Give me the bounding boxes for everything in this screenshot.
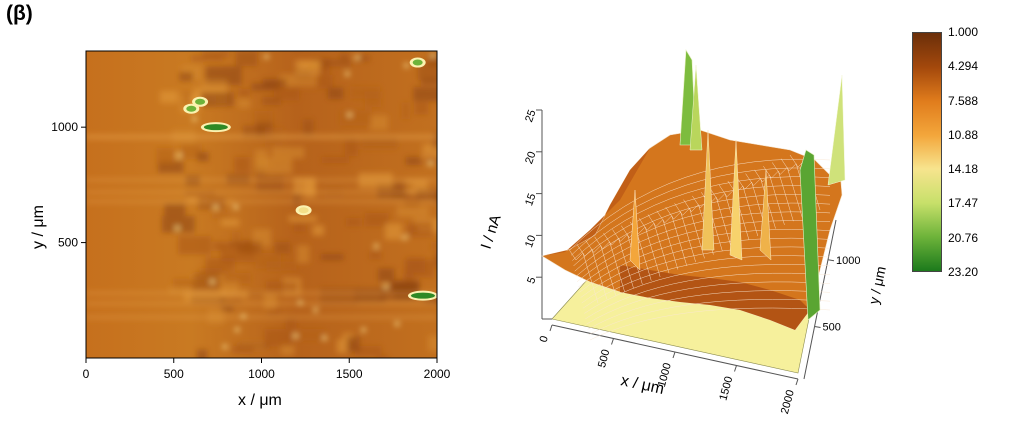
colorbar-label: 4.294 (948, 59, 979, 74)
heatmap-xlabel: x / μm (238, 392, 282, 409)
heatmap-xtick-label: 1500 (336, 367, 363, 381)
surface-mesh (541, 49, 846, 341)
heatmap-axes: 0 500 1000 1500 2000 500 1000 (51, 50, 451, 381)
surface-ytick-label: 1000 (836, 255, 860, 267)
surface-ytick (814, 326, 821, 329)
colorbar-label: 10.88 (948, 127, 979, 142)
panel-label: (β) (6, 2, 33, 25)
surface-xtick (734, 365, 737, 372)
heatmap-ytick-label: 1000 (51, 120, 78, 134)
surface-xtick-label: 0 (538, 335, 551, 344)
heatmap-canvas (86, 51, 437, 358)
surface-ytick (827, 259, 835, 262)
heatmap-ylabel: y / μm (29, 205, 47, 249)
heatmap-xtick-label: 500 (164, 367, 184, 381)
surface-ztick-label: 25 (523, 108, 538, 124)
colorbar-label: 14.18 (948, 162, 979, 177)
surface-ylabel: y / μm (865, 265, 889, 306)
surface-spike (629, 189, 641, 271)
heatmap-hotspot (412, 59, 423, 66)
heatmap-xtick-label: 2000 (424, 367, 451, 381)
heatmap-hotspot (203, 124, 228, 131)
surface-xtick-label: 2000 (779, 389, 797, 416)
heatmap-frame (85, 50, 438, 359)
colorbar-label: 17.47 (948, 196, 979, 211)
colorbar-label: 1.000 (948, 25, 979, 39)
heatmap-hotspot (298, 207, 309, 214)
surface-zlabel: I / nA (478, 213, 505, 252)
surface-spike (759, 169, 772, 261)
surface-xtick (611, 338, 614, 345)
surface-spike (701, 129, 715, 251)
surface-spike (729, 139, 743, 261)
surface-y-axis (803, 219, 837, 380)
heatmap-plot (86, 51, 437, 358)
heatmap-xtick-label: 1000 (248, 367, 275, 381)
surface-ytick-label: 500 (823, 322, 841, 334)
colorbar-label: 20.76 (948, 230, 979, 245)
heatmap-hotspot (195, 98, 206, 105)
surface-spike (689, 64, 703, 151)
heatmap-ytick-label: 500 (58, 236, 78, 250)
surface-ztick-label: 20 (523, 150, 538, 166)
surface-xtick (549, 324, 553, 332)
surface-xtick (672, 351, 676, 359)
surface-ztick-label: 15 (523, 192, 538, 208)
surface-spike (827, 74, 846, 186)
surface-ztick-label: 10 (523, 234, 538, 250)
surface-spike (799, 149, 821, 321)
surface-ztick-label: 5 (525, 275, 538, 285)
surface-xtick-label: 500 (596, 348, 612, 369)
surface-xtick (795, 378, 799, 386)
colorbar-label: 23.20 (948, 265, 979, 279)
colorbar-label: 7.588 (948, 93, 979, 108)
heatmap-xtick-label: 0 (83, 367, 90, 381)
colorbar (912, 32, 942, 272)
surface-xtick-label: 1500 (717, 375, 735, 402)
heatmap-hotspot (410, 292, 435, 299)
heatmap-hotspot (186, 105, 197, 112)
